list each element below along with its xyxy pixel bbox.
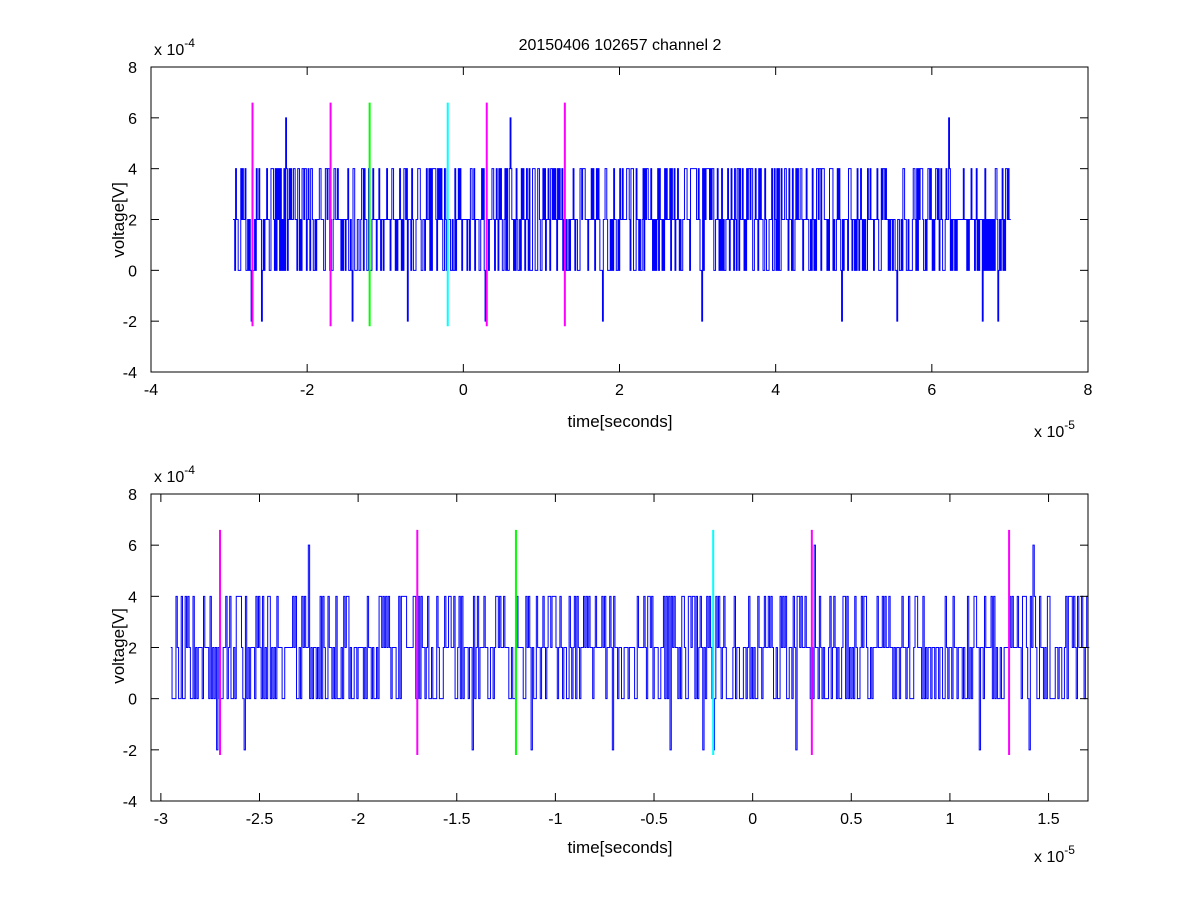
bottom-y-tick-label: -4 (123, 794, 137, 811)
top-x-tick-label: -2 (300, 382, 314, 399)
top-y-exponent-base: x 10 (154, 42, 184, 59)
bottom-y-tick-label: 6 (128, 538, 137, 555)
top-x-tick-label: 6 (927, 382, 936, 399)
top-y-exponent-power: -4 (184, 36, 195, 50)
bottom-x-exponent-power: -5 (1064, 843, 1075, 857)
top-x-ticks: -4 -2 0 2 4 6 8 (144, 67, 1093, 399)
bottom-x-tick-label: -2 (351, 811, 365, 828)
bottom-y-axis-label: voltage[V] (109, 608, 128, 684)
top-y-axis-label: voltage[V] (109, 182, 128, 258)
bottom-x-tick-label: -3 (154, 811, 168, 828)
top-y-ticks: -4 -2 0 2 4 6 8 (123, 60, 1088, 382)
bottom-y-tick-label: 2 (128, 641, 137, 658)
top-y-tick-label: 4 (128, 162, 137, 179)
bottom-x-tick-label: 1 (945, 811, 954, 828)
bottom-y-exponent-base: x 10 (154, 469, 184, 486)
top-signal-line (232, 117, 1011, 322)
bottom-x-ticks: -3 -2.5 -2 -1.5 -1 -0.5 0 0.5 1 1.5 (154, 494, 1060, 828)
bottom-x-exponent-base: x 10 (1034, 849, 1064, 866)
top-y-tick-label: 2 (128, 213, 137, 230)
bottom-x-tick-label: 0 (748, 811, 757, 828)
bottom-marker-lines-overlay (219, 529, 1011, 755)
bottom-x-tick-label: -2.5 (246, 811, 274, 828)
top-x-exponent-base: x 10 (1034, 424, 1064, 441)
bottom-x-tick-label: 0.5 (840, 811, 862, 828)
bottom-y-tick-label: 4 (128, 589, 137, 606)
top-x-tick-label: 8 (1084, 382, 1093, 399)
top-y-tick-label: -2 (123, 314, 137, 331)
bottom-x-exponent: x 10-5 (1034, 843, 1075, 866)
bottom-signal-line (170, 544, 1090, 751)
top-subplot: 20150406 102657 channel 2 -4 -2 0 2 4 6 8 -4 -2… (109, 36, 1093, 441)
top-x-tick-label: 0 (459, 382, 468, 399)
bottom-y-exponent: x 10-4 (154, 463, 195, 486)
chart-title: 20150406 102657 channel 2 (519, 37, 722, 54)
top-plot-area (232, 102, 1011, 327)
bottom-subplot: -3 -2.5 -2 -1.5 -1 -0.5 0 0.5 1 1.5 -4 -2 0 2 4 6 8 tim… (109, 463, 1090, 866)
bottom-x-tick-label: -1.5 (443, 811, 471, 828)
top-x-exponent-power: -5 (1064, 418, 1075, 432)
top-y-tick-label: 0 (128, 263, 137, 280)
bottom-x-axis-label: time[seconds] (568, 838, 673, 857)
top-y-tick-label: -4 (123, 365, 137, 382)
top-y-tick-label: 8 (128, 60, 137, 77)
bottom-x-tick-label: -1 (548, 811, 562, 828)
top-y-exponent: x 10-4 (154, 36, 195, 59)
top-x-exponent: x 10-5 (1034, 418, 1075, 441)
bottom-y-exponent-power: -4 (184, 463, 195, 477)
bottom-y-tick-label: -2 (123, 743, 137, 760)
bottom-y-tick-label: 0 (128, 692, 137, 709)
bottom-x-tick-label: 1.5 (1037, 811, 1059, 828)
top-marker-lines-overlay (251, 102, 566, 327)
top-x-tick-label: -4 (144, 382, 158, 399)
top-y-tick-label: 6 (128, 111, 137, 128)
bottom-x-tick-label: -0.5 (640, 811, 668, 828)
bottom-plot-area (170, 529, 1090, 755)
bottom-y-ticks: -4 -2 0 2 4 6 8 (123, 487, 1088, 811)
top-x-tick-label: 4 (771, 382, 780, 399)
top-x-tick-label: 2 (615, 382, 624, 399)
bottom-y-tick-label: 8 (128, 487, 137, 504)
top-x-axis-label: time[seconds] (568, 412, 673, 431)
